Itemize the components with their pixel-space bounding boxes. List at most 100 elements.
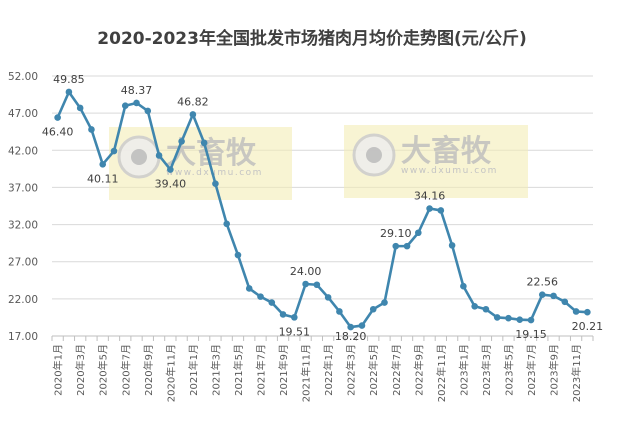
x-tick-label: 2023年7月 [525, 344, 538, 396]
data-point [369, 305, 377, 313]
x-tick-label: 2021年3月 [209, 344, 222, 396]
data-point [561, 298, 569, 306]
x-tick-label: 2022年1月 [322, 344, 335, 396]
data-label: 18.20 [335, 330, 367, 343]
data-point [279, 311, 287, 318]
data-point [550, 292, 557, 300]
data-point [572, 308, 580, 315]
data-point [189, 111, 197, 118]
data-point [234, 251, 242, 259]
watermark-logo-icon [366, 147, 382, 163]
x-tick-label: 2023年9月 [548, 344, 561, 396]
data-label: 22.56 [527, 276, 559, 289]
x-tick-label: 2021年5月 [232, 344, 245, 396]
x-tick-label: 2020年9月 [142, 344, 155, 396]
data-point [121, 102, 129, 110]
data-point [200, 139, 208, 147]
data-point [167, 166, 174, 173]
data-point [54, 114, 61, 121]
data-point [212, 180, 219, 188]
data-point [482, 305, 490, 313]
data-point [88, 126, 95, 133]
x-tick-label: 2023年11月 [570, 344, 583, 402]
data-point [313, 281, 321, 289]
chart-title: 2020-2023年全国批发市场猪肉月均价走势图(元/公斤) [97, 29, 527, 49]
data-point [302, 280, 309, 288]
data-label: 19.51 [279, 325, 311, 338]
x-tick-label: 2023年3月 [480, 344, 493, 396]
data-point [426, 205, 433, 212]
data-label: 48.37 [121, 84, 153, 97]
data-point [493, 314, 501, 321]
data-label: 24.00 [290, 265, 322, 278]
data-label: 39.40 [155, 178, 187, 191]
x-tick-label: 2020年1月 [52, 344, 65, 396]
data-point [403, 242, 411, 250]
data-label: 46.82 [177, 95, 209, 108]
x-tick-label: 2020年3月 [74, 344, 87, 396]
data-point [460, 282, 467, 290]
y-tick-label: 32.00 [8, 220, 38, 232]
data-point [437, 207, 445, 214]
data-point [471, 302, 478, 310]
data-point [133, 99, 140, 107]
data-point [381, 299, 388, 306]
data-point [223, 220, 230, 228]
data-point [527, 316, 535, 324]
data-point [291, 314, 298, 321]
data-point [538, 291, 546, 298]
data-label: 49.85 [53, 73, 85, 86]
y-tick-label: 42.00 [8, 145, 38, 157]
data-point [76, 104, 84, 112]
watermark-url: www.dxumu.com [401, 166, 498, 176]
data-point [268, 299, 276, 306]
data-label: 20.21 [572, 320, 604, 333]
data-point [144, 107, 152, 115]
data-label: 19.15 [515, 328, 547, 341]
x-tick-label: 2022年11月 [435, 344, 448, 402]
x-tick-label: 2023年5月 [502, 344, 515, 396]
y-tick-label: 37.00 [8, 182, 38, 194]
watermark-logo-icon [131, 149, 147, 165]
data-point [448, 242, 456, 249]
x-tick-label: 2023年1月 [457, 344, 470, 396]
data-point [505, 314, 512, 322]
x-tick-label: 2020年5月 [97, 344, 110, 396]
data-point [516, 316, 524, 323]
data-point [584, 308, 591, 316]
data-point [155, 152, 163, 159]
data-point [110, 147, 118, 155]
x-tick-label: 2022年5月 [367, 344, 380, 396]
y-tick-label: 17.00 [8, 331, 38, 343]
watermark-brand: 大畜牧 [401, 134, 492, 169]
data-label: 46.40 [42, 126, 74, 139]
data-point [178, 138, 185, 145]
data-point [324, 294, 332, 301]
x-tick-label: 2021年11月 [300, 344, 313, 402]
data-point [245, 285, 253, 292]
data-label: 34.16 [414, 190, 446, 203]
x-tick-label: 2020年11月 [164, 344, 177, 402]
x-tick-label: 2022年9月 [412, 344, 425, 396]
data-point [347, 323, 354, 331]
data-point [415, 229, 422, 237]
data-point [99, 161, 107, 168]
x-tick-label: 2022年7月 [390, 344, 403, 396]
x-tick-label: 2022年3月 [345, 344, 358, 396]
x-tick-label: 2021年1月 [187, 344, 200, 396]
y-tick-label: 22.00 [8, 294, 38, 306]
y-tick-label: 47.00 [8, 108, 38, 120]
y-tick-label: 52.00 [8, 71, 38, 83]
x-tick-label: 2021年9月 [277, 344, 290, 396]
data-point [65, 88, 73, 96]
data-point [358, 322, 366, 329]
y-tick-label: 27.00 [8, 257, 38, 269]
data-point [336, 308, 343, 315]
data-label: 40.11 [87, 172, 119, 185]
data-point [392, 242, 400, 250]
x-tick-label: 2020年7月 [119, 344, 132, 396]
x-tick-label: 2021年7月 [255, 344, 268, 396]
data-point [257, 293, 264, 300]
